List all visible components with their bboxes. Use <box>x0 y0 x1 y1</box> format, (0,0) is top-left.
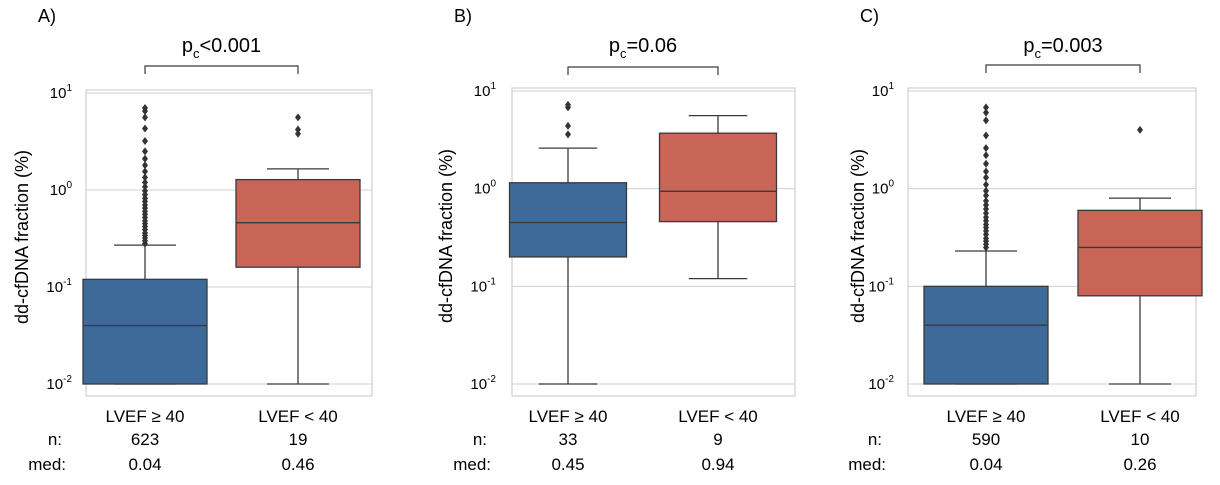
med-row-label: med: <box>453 455 491 474</box>
outlier-point <box>142 113 148 122</box>
y-tick-label: 10-2 <box>868 374 894 393</box>
chart-panel-3: 10-2 10-1 100 101 C) dd-cfDNA fraction (%) pc=… <box>848 6 1203 474</box>
y-tick-label: 101 <box>474 81 497 100</box>
med-row-label: med: <box>28 455 66 474</box>
median-value: 0.46 <box>281 455 314 474</box>
y-tick-label: 10-1 <box>46 277 72 296</box>
panel-label: B) <box>454 6 472 26</box>
outlier-point <box>983 144 989 153</box>
chart-panel-2: 10-2 10-1 100 101 B) dd-cfDNA fraction (%) pc=… <box>436 6 796 474</box>
x-category-label: LVEF < 40 <box>678 407 758 426</box>
p-value-label: pc=0.003 <box>1023 35 1102 61</box>
significance-bracket <box>985 64 1141 73</box>
iqr-box <box>82 278 208 385</box>
median-value: 0.45 <box>551 455 584 474</box>
outlier-point <box>295 125 301 134</box>
y-tick-label: 100 <box>50 180 73 199</box>
med-row-label: med: <box>848 455 886 474</box>
outlier-point <box>983 180 989 189</box>
outlier-point <box>565 121 571 130</box>
chart-panel-1: 10-2 10-1 100 101 A) dd-cfDNA fraction (%) pc<… <box>12 6 373 474</box>
outlier-point <box>142 178 148 187</box>
x-category-label: LVEF ≥ 40 <box>947 407 1026 426</box>
outlier-point <box>983 186 989 195</box>
y-tick-label: 101 <box>872 81 895 100</box>
iqr-box <box>508 182 628 258</box>
outlier-point <box>142 154 148 163</box>
outlier-point <box>983 191 989 200</box>
n-row-label: n: <box>868 430 882 449</box>
outlier-point <box>565 130 571 139</box>
median-value: 0.26 <box>1123 455 1156 474</box>
outlier-point <box>983 173 989 182</box>
n-value: 9 <box>713 430 722 449</box>
n-value: 33 <box>559 430 578 449</box>
p-value-label: pc<0.001 <box>182 35 261 61</box>
y-tick-label: 10-1 <box>470 276 496 295</box>
n-row-label: n: <box>473 430 487 449</box>
outlier-point <box>142 104 148 113</box>
outlier-point <box>983 103 989 112</box>
y-axis-label: dd-cfDNA fraction (%) <box>848 149 868 323</box>
significance-bracket <box>144 65 299 74</box>
n-value: 623 <box>131 430 159 449</box>
y-axis-label: dd-cfDNA fraction (%) <box>12 150 32 324</box>
x-category-label: LVEF ≥ 40 <box>106 407 185 426</box>
outlier-point <box>142 173 148 182</box>
box-lvef-ge-40 <box>508 100 628 385</box>
box-lvef-ge-40 <box>923 103 1049 385</box>
outlier-point <box>983 131 989 140</box>
y-tick-label: 100 <box>872 179 895 198</box>
outlier-point <box>1137 125 1143 134</box>
outlier-point <box>142 161 148 170</box>
outlier-point <box>142 182 148 191</box>
iqr-box <box>658 132 778 223</box>
outlier-point <box>983 108 989 117</box>
outlier-point <box>983 201 989 210</box>
y-tick-label: 101 <box>50 83 73 102</box>
x-category-label: LVEF < 40 <box>258 407 338 426</box>
n-row-label: n: <box>48 430 62 449</box>
plot-frame <box>85 89 373 397</box>
p-value-label: pc=0.06 <box>609 35 677 61</box>
median-value: 0.04 <box>969 455 1002 474</box>
iqr-box <box>1077 209 1203 297</box>
outlier-point <box>142 124 148 133</box>
y-tick-label: 10-2 <box>46 374 72 393</box>
box-lvef-lt-40 <box>658 114 778 280</box>
box-lvef-lt-40 <box>1077 125 1203 385</box>
outlier-point <box>142 167 148 176</box>
n-value: 590 <box>972 430 1000 449</box>
x-category-label: LVEF ≥ 40 <box>529 407 608 426</box>
median-value: 0.94 <box>701 455 734 474</box>
panel-label: C) <box>860 6 879 26</box>
outlier-point <box>983 196 989 205</box>
outlier-point <box>142 147 148 156</box>
y-tick-label: 10-2 <box>470 374 496 393</box>
outlier-point <box>142 186 148 195</box>
y-axis-label: dd-cfDNA fraction (%) <box>436 149 456 323</box>
box-lvef-ge-40 <box>82 104 208 385</box>
outlier-point <box>983 209 989 218</box>
n-value: 10 <box>1131 430 1150 449</box>
box-lvef-lt-40 <box>235 113 361 385</box>
outlier-point <box>295 113 301 122</box>
outlier-point <box>983 159 989 168</box>
significance-bracket <box>567 66 719 75</box>
outlier-point <box>983 167 989 176</box>
n-value: 19 <box>289 430 308 449</box>
x-category-label: LVEF < 40 <box>1100 407 1180 426</box>
outlier-point <box>983 116 989 125</box>
iqr-box <box>923 285 1049 385</box>
median-value: 0.04 <box>128 455 161 474</box>
y-tick-label: 100 <box>474 179 497 198</box>
outlier-point <box>142 137 148 146</box>
outlier-point <box>295 129 301 138</box>
y-tick-label: 10-1 <box>868 276 894 295</box>
outlier-point <box>565 100 571 109</box>
outlier-point <box>983 151 989 160</box>
panel-label: A) <box>38 6 56 26</box>
